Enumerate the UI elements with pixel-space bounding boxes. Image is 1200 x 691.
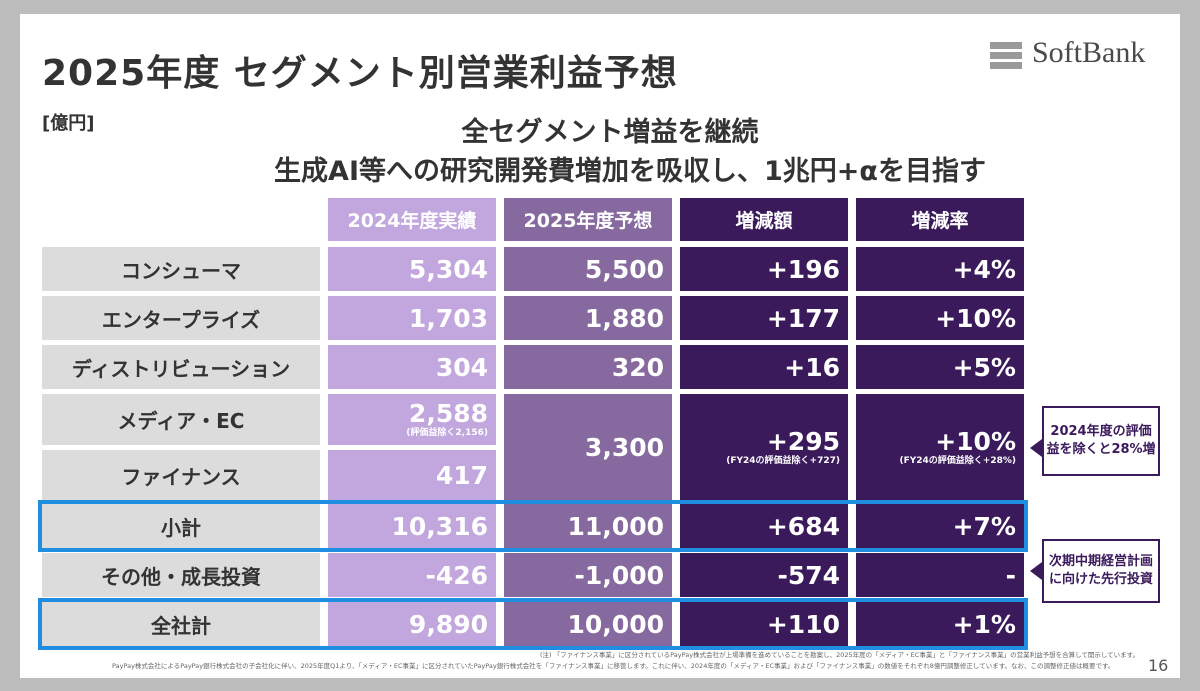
subtotal-diff: +684 [680,504,848,548]
total-diff: +110 [680,602,848,646]
enterprise-fy25: 1,880 [504,296,672,340]
header-diff: 増減額 [680,198,848,241]
distribution-diff: +16 [680,345,848,389]
callout-valuation-gain: 2024年度の評価益を除くと28%増 [1042,406,1160,476]
media-finance-diff-note: (FY24の評価益除く+727) [726,455,840,466]
subtotal-fy24: 10,316 [328,504,496,548]
row-label-total: 全社計 [42,602,320,646]
callout-growth-investment: 次期中期経営計画に向けた先行投資 [1042,539,1160,603]
other-fy25: -1,000 [504,553,672,597]
media-finance-rate: +10% [935,426,1016,456]
callout2-pointer [1030,562,1042,580]
row-label-finance: ファイナンス [42,450,320,500]
total-rate: +1% [856,602,1024,646]
total-fy24: 9,890 [328,602,496,646]
consumer-rate: +4% [856,247,1024,291]
footnote-1: (注) 「ファイナンス事業」に区分されているPayPay株式会社が上場準備を進め… [540,651,1140,659]
media-fy24: 2,588 [408,399,488,428]
header-fy24: 2024年度実績 [328,198,496,241]
media-finance-diff-cell: +295 (FY24の評価益除く+727) [680,394,848,500]
enterprise-rate: +10% [856,296,1024,340]
row-label-subtotal: 小計 [42,504,320,548]
row-label-distribution: ディストリビューション [42,345,320,389]
callout1-pointer [1030,439,1042,457]
subtitle-secondary: 生成AI等への研究開発費増加を吸収し、1兆円+αを目指す [274,156,986,187]
logo-bars-icon [990,42,1022,69]
row-label-consumer: コンシューマ [42,247,320,291]
other-fy24: -426 [328,553,496,597]
media-finance-rate-note: (FY24の評価益除く+28%) [899,455,1017,466]
media-finance-rate-cell: +10% (FY24の評価益除く+28%) [856,394,1024,500]
softbank-logo: SoftBank [990,36,1160,76]
distribution-fy24: 304 [328,345,496,389]
footnote-2: PayPay株式会社によるPayPay銀行株式会社の子会社化に伴い、2025年度… [112,662,1115,670]
distribution-fy25: 320 [504,345,672,389]
logo-text: SoftBank [1032,36,1146,69]
media-fy24-note: (評価益除く2,156) [406,428,488,438]
consumer-fy24: 5,304 [328,247,496,291]
subtotal-rate: +7% [856,504,1024,548]
total-fy25: 10,000 [504,602,672,646]
header-rate: 増減率 [856,198,1024,241]
subtotal-fy25: 11,000 [504,504,672,548]
unit-label: [億円] [42,113,95,134]
other-diff: -574 [680,553,848,597]
page-number: 16 [1148,656,1169,675]
subtitle-main: 全セグメント増益を継続 [461,117,759,148]
finance-fy24: 417 [328,450,496,500]
enterprise-fy24: 1,703 [328,296,496,340]
media-finance-diff: +295 [766,426,840,456]
row-label-other: その他・成長投資 [42,553,320,597]
distribution-rate: +5% [856,345,1024,389]
media-finance-fy25: 3,300 [504,394,672,500]
row-label-media-ec: メディア・EC [42,394,320,445]
row-label-enterprise: エンタープライズ [42,296,320,340]
other-rate: - [856,553,1024,597]
enterprise-diff: +177 [680,296,848,340]
consumer-fy25: 5,500 [504,247,672,291]
header-fy25: 2025年度予想 [504,198,672,241]
media-fy24-cell: 2,588 (評価益除く2,156) [328,394,496,445]
slide: 2025年度 セグメント別営業利益予想 [億円] SoftBank 全セグメント… [20,14,1180,678]
page-title: 2025年度 セグメント別営業利益予想 [42,53,678,94]
consumer-diff: +196 [680,247,848,291]
